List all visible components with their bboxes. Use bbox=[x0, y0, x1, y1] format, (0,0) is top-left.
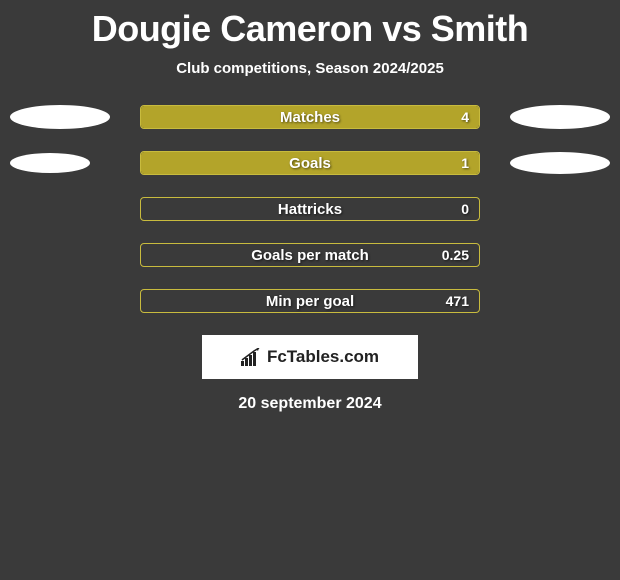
stat-bar: Goals1 bbox=[140, 151, 480, 175]
stat-label: Min per goal bbox=[141, 290, 479, 312]
logo-box: FcTables.com bbox=[202, 335, 418, 379]
left-ellipse bbox=[10, 105, 110, 129]
stat-row: Min per goal471 bbox=[0, 289, 620, 313]
stat-bar-fill bbox=[141, 106, 479, 128]
logo: FcTables.com bbox=[241, 347, 379, 367]
stat-label: Goals per match bbox=[141, 244, 479, 266]
page-title: Dougie Cameron vs Smith bbox=[0, 0, 620, 50]
stat-value: 0 bbox=[461, 198, 469, 220]
left-ellipse bbox=[10, 153, 90, 173]
subtitle: Club competitions, Season 2024/2025 bbox=[0, 60, 620, 77]
stats-chart: Matches4Goals1Hattricks0Goals per match0… bbox=[0, 105, 620, 313]
stat-row: Goals1 bbox=[0, 151, 620, 175]
right-ellipse bbox=[510, 152, 610, 174]
stat-value: 0.25 bbox=[442, 244, 469, 266]
date: 20 september 2024 bbox=[0, 395, 620, 413]
stat-row: Matches4 bbox=[0, 105, 620, 129]
stat-bar: Matches4 bbox=[140, 105, 480, 129]
stat-bar: Goals per match0.25 bbox=[140, 243, 480, 267]
stat-row: Hattricks0 bbox=[0, 197, 620, 221]
stat-bar: Min per goal471 bbox=[140, 289, 480, 313]
right-ellipse bbox=[510, 105, 610, 129]
chart-icon bbox=[241, 348, 263, 366]
stat-value: 471 bbox=[446, 290, 469, 312]
stat-label: Hattricks bbox=[141, 198, 479, 220]
stat-bar-fill bbox=[141, 152, 479, 174]
stat-bar: Hattricks0 bbox=[140, 197, 480, 221]
logo-text: FcTables.com bbox=[267, 347, 379, 367]
stat-row: Goals per match0.25 bbox=[0, 243, 620, 267]
